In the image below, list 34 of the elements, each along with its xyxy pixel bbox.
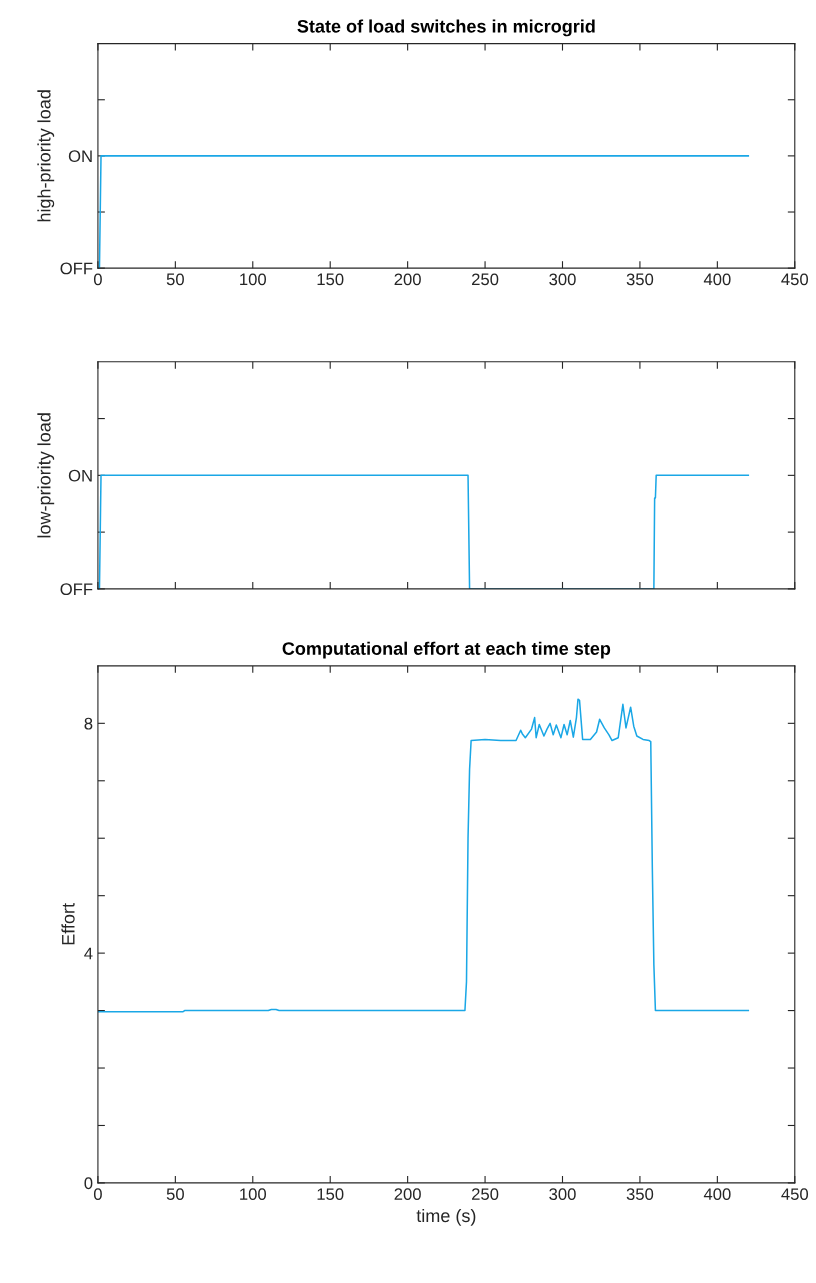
x-tick-label: 50: [166, 273, 184, 286]
x-tick-label: 250: [472, 1188, 499, 1201]
x-tick-label: 150: [317, 273, 344, 286]
y-axis-title: Effort: [61, 903, 75, 945]
x-tick-label: 250: [472, 273, 499, 286]
x-tick-label: 0: [93, 1188, 102, 1201]
y-axis-title: high-priority load: [37, 90, 55, 222]
x-tick-label: 400: [703, 273, 731, 286]
x-tick-label: 50: [166, 1188, 184, 1201]
x-tick-label: 350: [626, 273, 654, 286]
chart-title: Computational effort at each time step: [282, 641, 611, 659]
x-tick-label: 100: [240, 273, 267, 286]
x-axis-title: time (s): [416, 1208, 476, 1226]
text: ON: [68, 150, 92, 163]
x-tick-label: 0: [93, 273, 102, 286]
x-tick-label: 100: [240, 1188, 267, 1201]
y-tick-label: 4: [84, 947, 93, 960]
chart-title: State of load switches in microgrid: [297, 19, 595, 37]
y-axis-title: low-priority load: [37, 413, 55, 538]
text: OFF: [60, 262, 93, 275]
x-tick-label: 150: [317, 1188, 344, 1201]
x-tick-label: 400: [703, 1188, 731, 1201]
text: OFF: [60, 583, 93, 596]
y-tick-label: 8: [84, 717, 93, 730]
x-tick-label: 450: [781, 1188, 809, 1201]
x-tick-label: 200: [394, 273, 421, 286]
x-tick-label: 200: [394, 1188, 421, 1201]
line-series: [97, 698, 750, 1013]
x-tick-label: 300: [549, 273, 576, 286]
x-tick-label: 300: [549, 1188, 576, 1201]
text: ON: [68, 469, 92, 482]
x-tick-label: 350: [626, 1188, 654, 1201]
x-tick-label: 450: [781, 273, 809, 286]
y-tick-label: 0: [84, 1177, 93, 1190]
